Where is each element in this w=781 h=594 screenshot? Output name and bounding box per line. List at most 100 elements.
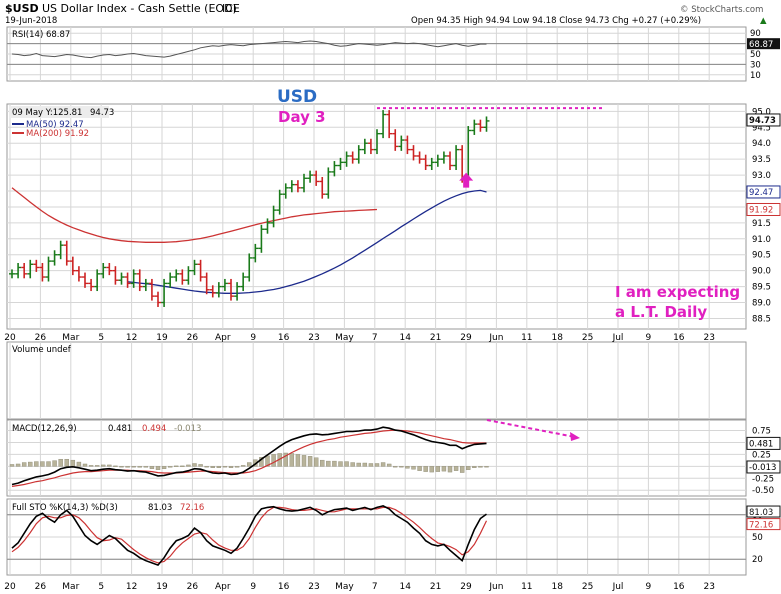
- macd-histogram-bar: [393, 466, 398, 468]
- macd-histogram-bar: [15, 463, 21, 467]
- annotation-usd: USD: [277, 87, 317, 107]
- macd-histogram-bar: [34, 461, 39, 467]
- rsi-title: RSI(14) 68.87: [12, 30, 70, 40]
- macd-right-box: [746, 436, 781, 450]
- macd-y-tick: -0.50: [752, 486, 774, 496]
- x-tick-label: 7: [372, 333, 378, 343]
- last-close-inline: 94.73: [90, 108, 114, 118]
- macd-histogram-bar: [186, 464, 191, 467]
- ma200-legend: MA(200) 91.92: [26, 129, 89, 139]
- sto-y-tick: 20: [752, 555, 763, 565]
- x-tick-label: 9: [250, 333, 256, 343]
- macd-histogram-bar: [271, 454, 276, 467]
- macd-histogram-bar: [137, 466, 142, 468]
- price-y-tick: 89.5: [752, 283, 771, 293]
- x-tick-label: Mar: [62, 333, 79, 343]
- x-tick-label: 25: [582, 333, 593, 343]
- price-y-tick: 91.5: [752, 219, 771, 229]
- macd-histogram-bar: [210, 466, 215, 468]
- price-y-tick: 88.5: [752, 314, 771, 324]
- macd-histogram-bar: [119, 466, 124, 468]
- sto-right-label: 72.16: [749, 521, 773, 531]
- volume-title: Volume undef: [12, 345, 72, 355]
- macd-histogram-bar: [76, 461, 82, 467]
- x-tick-label: 12: [126, 333, 137, 343]
- sto-y-tick: 50: [752, 533, 763, 543]
- price-y-tick: 90.5: [752, 251, 771, 261]
- x-tick-label: 26: [187, 333, 199, 343]
- annotation-note-line2: a L.T. Daily: [615, 303, 707, 321]
- macd-histogram-bar: [70, 459, 76, 467]
- macd-histogram-bar: [204, 466, 209, 468]
- macd-histogram-bar: [326, 460, 331, 467]
- macd-histogram-bar: [143, 466, 149, 468]
- macd-signal-value: 0.494: [142, 424, 166, 434]
- macd-histogram-bar: [484, 466, 489, 468]
- ohlc-readout: Open 94.35 High 94.94 Low 94.18 Close 94…: [411, 16, 701, 26]
- crosshair-readout: 09 May Y:125.81: [12, 108, 82, 118]
- ma50-legend: MA(50) 92.47: [26, 120, 84, 130]
- crosshair-readout-box: [9, 106, 109, 118]
- annotation-note-line1: I am expecting: [615, 283, 740, 301]
- x-tick-label: 29: [460, 333, 472, 343]
- price-right-box: [746, 113, 781, 127]
- macd-histogram-bar: [64, 458, 69, 467]
- grid-lines: [7, 27, 746, 575]
- x-tick-label: 18: [551, 582, 563, 592]
- annotation-day: Day 3: [278, 108, 326, 126]
- x-tick-label: 26: [187, 582, 199, 592]
- sto-d-value: 72.16: [180, 503, 204, 513]
- sto-right-box: [746, 505, 781, 518]
- x-axis: 20 20 26 26 Mar Mar 5 5 12 12 19 19 26 26 Apr Apr 9 9 16 16…: [4, 333, 715, 592]
- macd-histogram-bar: [356, 462, 361, 467]
- macd-divergence-arrowhead: [570, 432, 580, 441]
- x-tick-label: 20: [4, 582, 16, 592]
- macd-histogram-bar: [125, 466, 130, 468]
- x-tick-label: 5: [98, 333, 104, 343]
- symbol-label: $USD: [5, 2, 39, 15]
- price-right-box: [746, 185, 781, 199]
- x-tick-label: 26: [35, 582, 47, 592]
- macd-histogram-bar: [301, 455, 307, 467]
- macd-histogram-bar: [28, 461, 33, 467]
- x-tick-label: Jun: [488, 333, 503, 343]
- macd-histogram-bar: [101, 464, 106, 467]
- rsi-y-tick: 90: [750, 29, 761, 39]
- x-tick-label: 21: [430, 333, 441, 343]
- macd-title: MACD(12,26,9): [12, 424, 77, 434]
- macd-histogram-bar: [380, 462, 386, 467]
- rsi-y-tick: 30: [750, 60, 761, 70]
- price-y-tick: 94.5: [752, 123, 771, 133]
- macd-histogram-bar: [82, 463, 88, 467]
- rsi-line: [11, 40, 487, 59]
- macd-histogram-bar: [344, 461, 349, 467]
- macd-histogram-bar: [21, 462, 27, 467]
- x-tick-label: 16: [278, 582, 290, 592]
- x-tick-label: Apr: [215, 582, 231, 592]
- price-y-tick: 95.0: [752, 107, 771, 117]
- x-tick-label: 23: [308, 582, 319, 592]
- x-tick-label: Jun: [488, 582, 503, 592]
- chart-header: $USD US Dollar Index - Cash Settle (EOD)…: [5, 2, 767, 26]
- rsi-y-tick: 10: [750, 71, 761, 81]
- x-tick-label: 23: [703, 333, 714, 343]
- macd-histogram-bar: [180, 465, 185, 467]
- x-tick-label: 16: [673, 333, 685, 343]
- macd-histogram-bar: [459, 466, 465, 473]
- macd-panel: MACD(12,26,9) 0.481 0.494 -0.013 0.750.5…: [9, 419, 781, 496]
- x-tick-label: 9: [250, 582, 256, 592]
- chart-date: 19-Jun-2018: [5, 16, 57, 26]
- macd-histogram-bar: [332, 460, 337, 467]
- macd-histogram-bar: [9, 464, 15, 467]
- macd-histogram-bar: [423, 466, 428, 472]
- price-panel-frame: [6, 103, 747, 330]
- price-y-tick: 93.0: [752, 171, 771, 181]
- price-y-tick: 89.0: [752, 299, 771, 309]
- macd-histogram-bar: [94, 465, 100, 467]
- rsi-current-label: 68.87: [749, 40, 773, 50]
- macd-histogram-bar: [405, 466, 410, 469]
- instrument-name: US Dollar Index - Cash Settle (EOD): [42, 2, 237, 15]
- macd-histogram-bar: [338, 461, 343, 467]
- macd-histogram-bar: [58, 458, 63, 467]
- trend-up-icon: ▲: [760, 16, 767, 26]
